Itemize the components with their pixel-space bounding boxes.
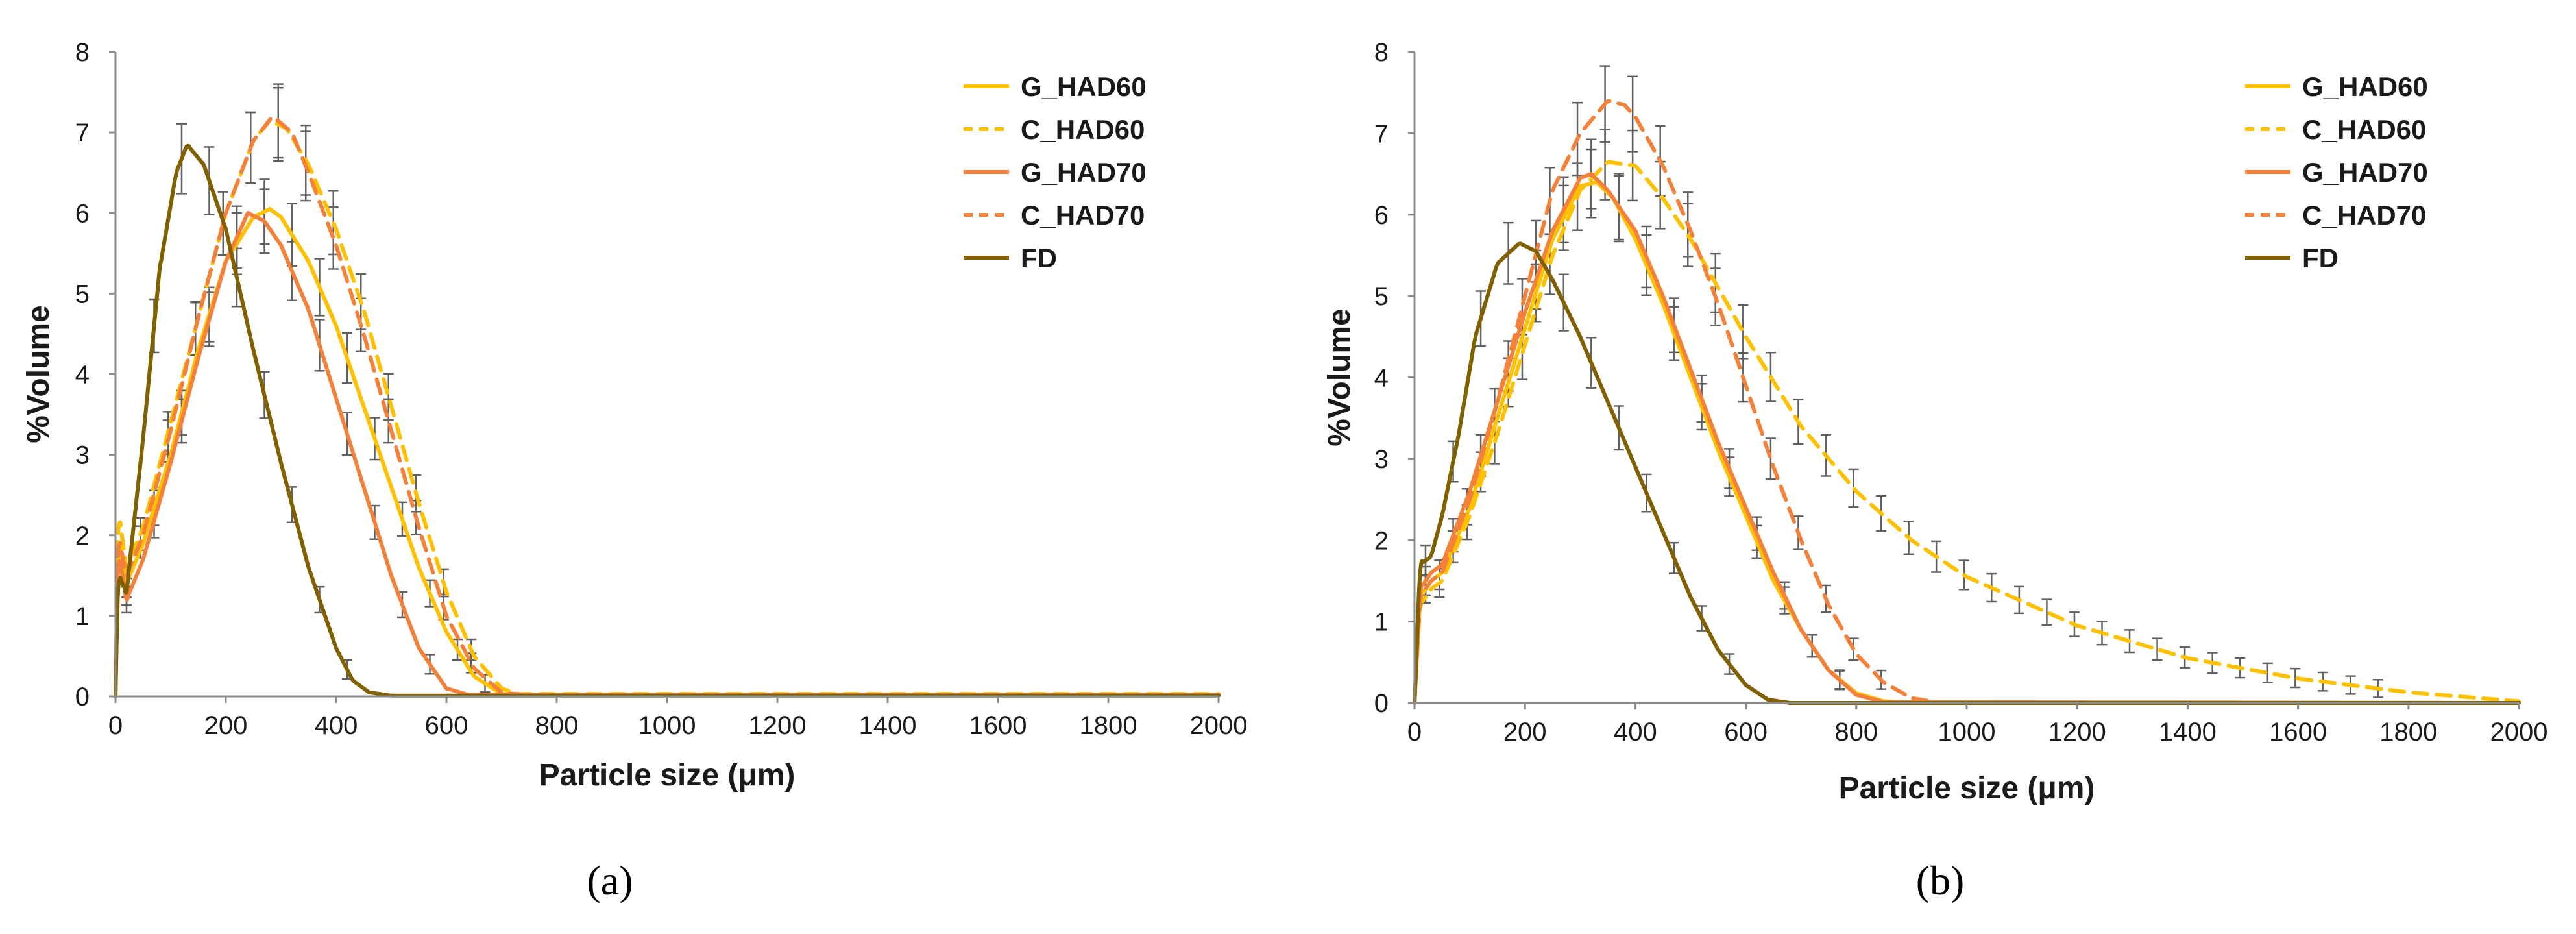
x-tick-label: 1600 [2269,718,2327,746]
x-tick-label: 0 [1407,718,1422,746]
x-axis-title: Particle size (μm) [539,758,796,793]
ticks-group: 0 200 400 600 800 1000 1200 1400 1600 1800 2000 0 1 2… [1374,38,2548,746]
x-tick-label: 1200 [2048,718,2106,746]
x-tick-label: 1800 [2379,718,2437,746]
x-tick-label: 1400 [859,711,917,740]
y-tick-label: 4 [75,361,90,389]
y-tick-label: 5 [75,280,90,308]
panel-label: (b) [1916,857,1965,903]
y-tick-label: 8 [1374,38,1389,67]
ticks-group: 0 200 400 600 800 1000 1200 1400 1600 1800 2000 0 1 2… [75,38,1248,740]
x-tick-label: 800 [1834,718,1878,746]
y-tick-label: 5 [1374,282,1389,311]
y-tick-label: 6 [1374,201,1389,230]
legend: G_HAD60 C_HAD60 G_HAD70 C_HAD70 FD [2245,71,2428,273]
x-tick-label: 200 [204,711,248,740]
x-tick-label: 1800 [1080,711,1137,740]
y-tick-label: 4 [1374,364,1389,393]
y-tick-label: 0 [75,683,90,711]
chart-panel-b: 0 200 400 600 800 1000 1200 1400 1600 1800 2000 0 1 2… [1322,38,2547,903]
panel-label: (a) [587,857,633,903]
x-tick-label: 0 [108,711,123,740]
legend-label: G_HAD70 [1021,157,1147,188]
y-axis-title: %Volume [21,305,56,443]
y-tick-label: 7 [75,119,90,147]
y-tick-label: 3 [75,441,90,470]
x-tick-label: 800 [535,711,579,740]
x-tick-label: 1000 [1938,718,1996,746]
x-tick-label: 400 [1614,718,1657,746]
y-tick-label: 3 [1374,445,1389,474]
x-tick-label: 400 [315,711,358,740]
x-tick-label: 1600 [969,711,1027,740]
legend-label: C_HAD60 [2302,114,2426,145]
legend-label: G_HAD70 [2302,157,2428,188]
series-line-c-had60 [1413,160,2521,705]
y-tick-label: 1 [75,602,90,631]
legend-label: FD [1021,243,1057,273]
y-tick-label: 2 [1374,526,1389,555]
x-tick-label: 2000 [1190,711,1248,740]
legend-label: FD [2302,243,2339,273]
legend-label: G_HAD60 [1021,71,1147,102]
y-tick-label: 0 [1374,689,1389,718]
x-axis-title: Particle size (μm) [1839,771,2095,805]
x-tick-label: 600 [1724,718,1768,746]
y-tick-label: 6 [75,199,90,228]
legend-label: C_HAD70 [1021,200,1145,230]
y-tick-label: 7 [1374,119,1389,148]
legend: G_HAD60 C_HAD60 G_HAD70 C_HAD70 FD [964,71,1147,273]
x-tick-label: 1200 [749,711,807,740]
legend-label: C_HAD70 [2302,200,2426,230]
x-tick-label: 2000 [2490,718,2548,746]
y-tick-label: 8 [75,38,90,67]
chart-panel-a: 0 200 400 600 800 1000 1200 1400 1600 1800 2000 0 1 2… [21,38,1247,903]
x-tick-label: 1400 [2159,718,2217,746]
y-tick-label: 2 [75,522,90,550]
x-tick-label: 200 [1503,718,1547,746]
y-axis-title: %Volume [1322,308,1357,446]
legend-label: C_HAD60 [1021,114,1145,145]
legend-label: G_HAD60 [2302,71,2428,102]
y-tick-label: 1 [1374,608,1389,637]
x-tick-label: 1000 [638,711,696,740]
x-tick-label: 600 [425,711,468,740]
